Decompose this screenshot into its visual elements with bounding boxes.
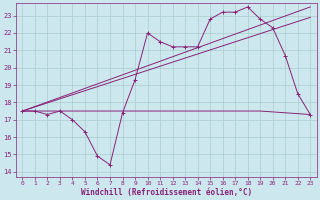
- X-axis label: Windchill (Refroidissement éolien,°C): Windchill (Refroidissement éolien,°C): [81, 188, 252, 197]
